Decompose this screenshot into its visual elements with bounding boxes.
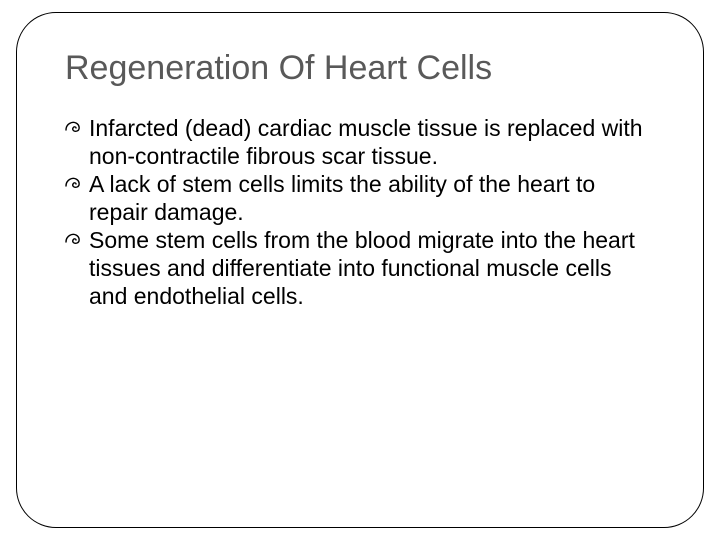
slide-frame: Regeneration Of Heart Cells Infarcted (d…: [16, 12, 704, 528]
bullet-text: A lack of stem cells limits the ability …: [89, 171, 595, 225]
list-item: Infarcted (dead) cardiac muscle tissue i…: [65, 114, 655, 170]
bullet-text: Some stem cells from the blood migrate i…: [89, 227, 635, 309]
bullet-list: Infarcted (dead) cardiac muscle tissue i…: [65, 114, 655, 310]
bullet-text: Infarcted (dead) cardiac muscle tissue i…: [89, 115, 643, 169]
swirl-bullet-icon: [65, 120, 83, 136]
slide-title: Regeneration Of Heart Cells: [65, 49, 655, 88]
swirl-bullet-icon: [65, 176, 83, 192]
swirl-bullet-icon: [65, 232, 83, 248]
slide: Regeneration Of Heart Cells Infarcted (d…: [0, 0, 720, 540]
list-item: Some stem cells from the blood migrate i…: [65, 226, 655, 310]
list-item: A lack of stem cells limits the ability …: [65, 170, 655, 226]
